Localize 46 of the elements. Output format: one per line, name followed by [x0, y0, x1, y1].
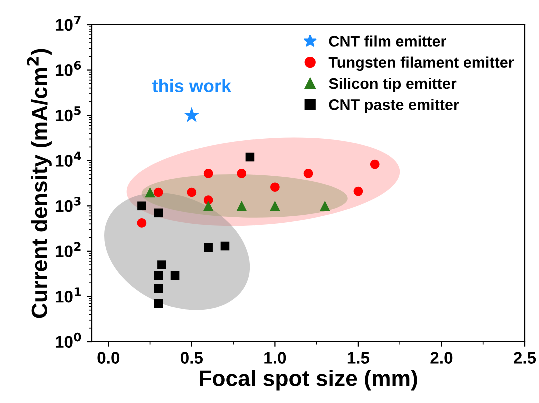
y-tick-label: 10$^{1}$ — [56, 288, 81, 303]
point — [187, 188, 197, 198]
x-tick-label: 2.5 — [514, 352, 536, 364]
point — [354, 186, 364, 196]
y-axis-title: Current density (mA/cm$^{2}$) — [27, 49, 52, 318]
legend-label: CNT paste emitter — [329, 99, 460, 114]
y-tick-label: 10$^{4}$ — [56, 152, 82, 167]
point — [154, 271, 164, 280]
point — [154, 299, 164, 308]
point — [246, 152, 255, 162]
point — [270, 182, 280, 192]
x-tick-label: 0.0 — [98, 352, 120, 364]
point — [204, 169, 214, 178]
y-tick-label: 10$^{3}$ — [56, 197, 81, 212]
point — [237, 169, 247, 178]
point — [154, 284, 164, 294]
x-tick-label: 1.0 — [264, 352, 286, 364]
y-tick-label: 10$^{2}$ — [56, 242, 81, 258]
x-tick-label: 2.0 — [430, 352, 453, 364]
point — [137, 218, 147, 228]
point — [154, 208, 164, 218]
legend-label: CNT film emitter — [329, 36, 446, 47]
point — [158, 260, 166, 270]
point — [320, 200, 330, 212]
x-tick-label: 1.5 — [348, 352, 370, 364]
legend-label: Silicon tip emitter — [329, 78, 457, 92]
point — [154, 188, 164, 198]
point — [370, 160, 380, 170]
point — [170, 271, 180, 280]
point — [220, 242, 230, 251]
point — [138, 202, 146, 211]
x-axis-title: Focal spot size (mm) — [200, 370, 418, 391]
y-tick-label: 10$^{0}$ — [56, 332, 82, 348]
point — [236, 200, 248, 212]
x-tick-label: 0.5 — [181, 352, 204, 364]
point — [184, 107, 200, 122]
point — [204, 243, 213, 252]
y-tick-label: 10$^{5}$ — [56, 106, 81, 122]
point — [203, 200, 214, 212]
point — [270, 200, 280, 212]
y-tick-label: 10$^{7}$ — [56, 16, 81, 32]
y-tick-label: 10$^{6}$ — [56, 61, 82, 76]
point — [304, 169, 314, 178]
point — [145, 187, 156, 198]
legend-label: Tungsten filament emitter — [328, 56, 514, 72]
annotation: this work — [152, 79, 232, 93]
